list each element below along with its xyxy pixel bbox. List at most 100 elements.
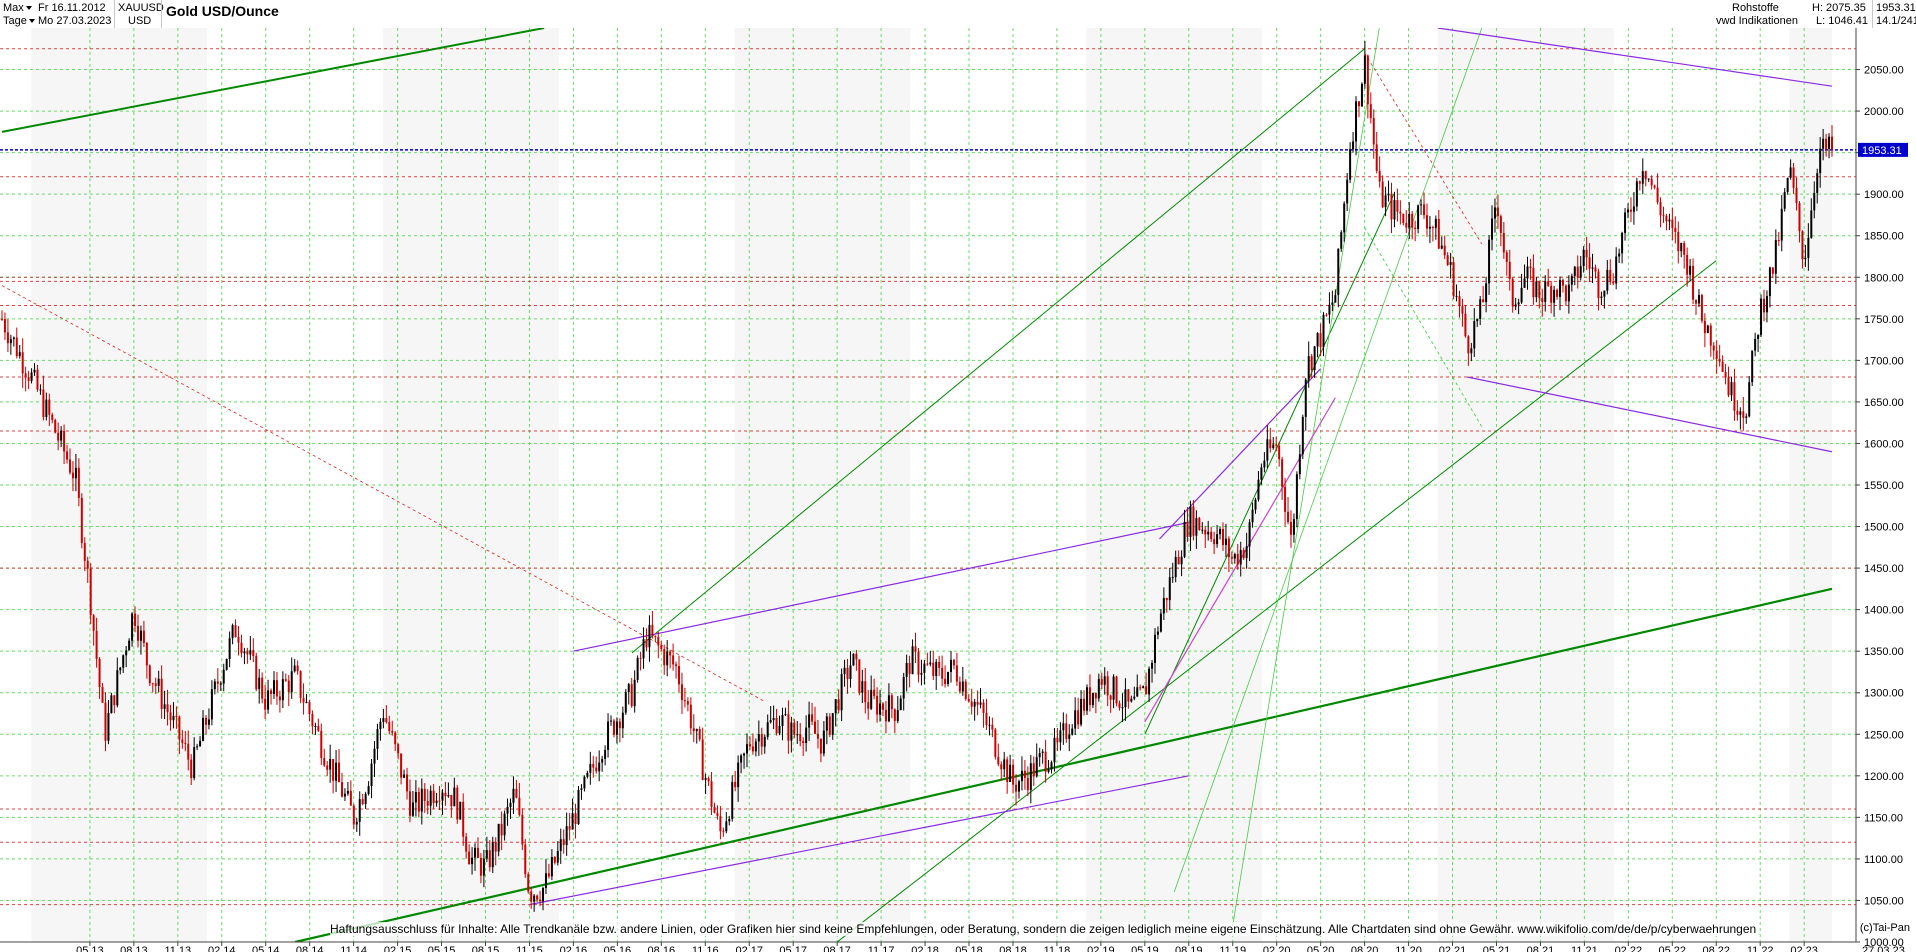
range-label: Max	[3, 2, 24, 14]
candle-body	[734, 781, 737, 788]
candle-body	[1709, 325, 1712, 346]
candle-body	[1768, 267, 1771, 297]
candle-body	[1573, 266, 1576, 276]
candle-body	[612, 720, 615, 735]
candle-body	[403, 774, 406, 778]
candle-body	[1665, 215, 1668, 222]
candle-body	[476, 847, 479, 858]
x-tick-label: 08 16	[648, 945, 676, 952]
x-tick-label: 02 21	[1439, 945, 1467, 952]
candle-body	[799, 734, 802, 742]
x-tick-label: 05 14	[252, 945, 280, 952]
candle-body	[1219, 529, 1222, 535]
y-tick-label: 1600.00	[1864, 438, 1904, 450]
candle-body	[568, 826, 571, 830]
candle-body	[1644, 171, 1647, 180]
candle-body	[1032, 763, 1035, 777]
candle-body	[1171, 577, 1174, 579]
candle-body	[432, 790, 435, 804]
candle-body	[281, 679, 284, 701]
candle-body	[12, 337, 15, 340]
candle-body	[890, 695, 893, 710]
range-selector[interactable]: Max	[3, 2, 32, 15]
candle-body	[763, 736, 766, 747]
candle-body	[222, 669, 225, 684]
y-tick-label: 2000.00	[1864, 106, 1904, 118]
candle-body	[1387, 193, 1390, 196]
candle-body	[781, 715, 784, 727]
candle-body	[42, 389, 45, 417]
y-tick-label: 1900.00	[1864, 189, 1904, 201]
candle-body	[388, 722, 391, 732]
y-tick-label: 1750.00	[1864, 314, 1904, 326]
candle-body	[648, 624, 651, 648]
candle-body	[556, 850, 559, 863]
candle-body	[1638, 181, 1641, 184]
candle-body	[1355, 101, 1358, 142]
x-tick-label: 05 16	[604, 945, 632, 952]
candle-body	[864, 681, 867, 703]
candle-body	[1269, 439, 1272, 449]
candle-body	[293, 665, 296, 672]
candle-body	[376, 729, 379, 749]
price-tag-label: 1953.31	[1862, 145, 1902, 157]
candle-body	[1035, 757, 1038, 777]
candle-body	[639, 657, 642, 659]
candle-body	[1485, 283, 1488, 303]
candle-body	[9, 339, 12, 344]
x-tick-label: 08 14	[296, 945, 324, 952]
candle-body	[887, 695, 890, 722]
candle-body	[420, 788, 423, 812]
candle-body	[400, 753, 403, 778]
candle-body	[772, 718, 775, 721]
candle-body	[601, 758, 604, 763]
x-tick-label: 05 13	[76, 945, 104, 952]
candle-body	[884, 709, 887, 722]
candle-body	[571, 813, 574, 830]
candle-body	[713, 806, 716, 813]
candle-body	[343, 793, 346, 797]
candle-body	[18, 352, 21, 357]
candle-body	[669, 651, 672, 656]
candle-body	[1431, 226, 1434, 228]
candle-body	[1316, 333, 1319, 347]
x-tick-label: 05 19	[1131, 945, 1159, 952]
candle-body	[48, 399, 51, 415]
candle-body	[1597, 271, 1600, 299]
candle-body	[290, 671, 293, 693]
candle-body	[1153, 634, 1156, 663]
interval-selector[interactable]: Tage	[3, 15, 35, 28]
candle-body	[1464, 313, 1467, 337]
x-tick-label: 02 18	[911, 945, 939, 952]
candle-body	[802, 741, 805, 744]
candle-body	[536, 895, 539, 900]
candle-body	[397, 744, 400, 754]
candle-body	[1378, 170, 1381, 182]
candle-body	[725, 821, 728, 832]
candle-body	[1505, 252, 1508, 262]
candle-body	[828, 716, 831, 735]
x-tick-label: 11 18	[1044, 945, 1071, 952]
candle-body	[1168, 577, 1171, 601]
candle-body	[33, 369, 36, 373]
candle-body	[1109, 695, 1112, 700]
y-tick-label: 1450.00	[1864, 563, 1904, 575]
candle-body	[122, 655, 125, 668]
candle-body	[1452, 262, 1455, 297]
candle-body	[1369, 104, 1372, 119]
candle-body	[911, 646, 914, 675]
candle-body	[751, 746, 754, 752]
candle-body	[1671, 219, 1674, 228]
candle-body	[923, 663, 926, 673]
candle-body	[1763, 298, 1766, 313]
candle-body	[361, 799, 364, 805]
candle-body	[358, 799, 361, 822]
chart-header: Max Tage Fr 16.11.2012 Mo 27.03.2023 XAU…	[0, 0, 1916, 28]
x-tick-label: 05 15	[428, 945, 456, 952]
candle-body	[1346, 179, 1349, 204]
candle-body	[680, 684, 683, 701]
candle-body	[1026, 777, 1029, 791]
x-tick-label: 08 13	[120, 945, 148, 952]
candle-body	[51, 414, 54, 420]
